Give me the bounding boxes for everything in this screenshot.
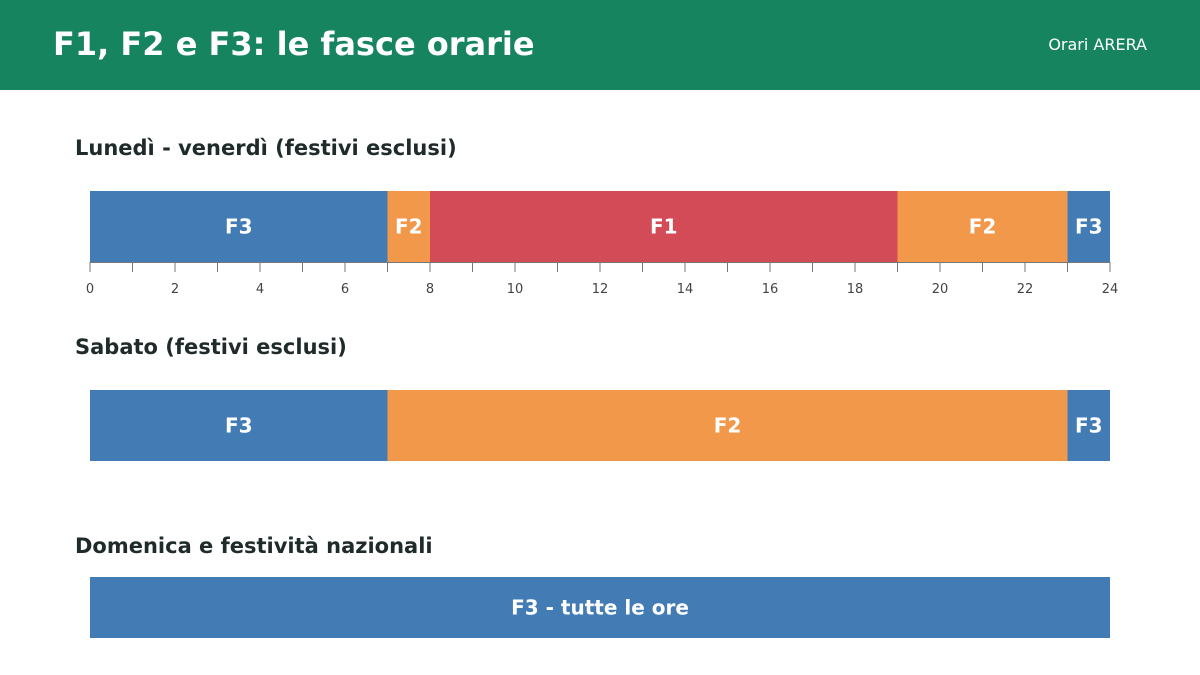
sunday-segment-label: F3 - tutte le ore xyxy=(511,596,689,620)
weekday-segment-f3 xyxy=(90,191,388,262)
x-tick-label: 16 xyxy=(762,282,779,297)
saturday-segment-label: F2 xyxy=(714,414,742,438)
weekday-segment-label: F2 xyxy=(395,215,423,239)
weekday-segment-f3 xyxy=(1067,191,1110,262)
x-tick-label: 0 xyxy=(86,282,94,297)
x-tick-label: 14 xyxy=(677,282,694,297)
x-tick-label: 6 xyxy=(341,282,349,297)
saturday-segment-f3 xyxy=(90,390,388,461)
sunday-section-title: Domenica e festività nazionali xyxy=(75,534,433,558)
x-tick-label: 24 xyxy=(1102,282,1119,297)
x-tick-label: 12 xyxy=(592,282,609,297)
weekday-segment-f2 xyxy=(387,191,430,262)
x-tick-label: 8 xyxy=(426,282,434,297)
x-tick-label: 10 xyxy=(507,282,524,297)
saturday-segment-label: F3 xyxy=(1075,414,1103,438)
weekday-segment-label: F3 xyxy=(225,215,253,239)
header-bar: F1, F2 e F3: le fasce orarie Orari ARERA xyxy=(0,0,1200,90)
saturday-section-title: Sabato (festivi esclusi) xyxy=(75,335,347,359)
weekday-segment-label: F2 xyxy=(969,215,997,239)
page-title: F1, F2 e F3: le fasce orarie xyxy=(53,25,535,63)
weekday-segment-label: F3 xyxy=(1075,215,1103,239)
saturday-segment-label: F3 xyxy=(225,414,253,438)
source-label: Orari ARERA xyxy=(1048,35,1147,54)
x-tick-label: 22 xyxy=(1017,282,1034,297)
weekday-segment-label: F1 xyxy=(650,215,678,239)
weekday-section-title: Lunedì - venerdì (festivi esclusi) xyxy=(75,136,457,160)
weekday-segment-f2 xyxy=(897,191,1068,262)
saturday-segment-f3 xyxy=(1067,390,1110,461)
x-tick-label: 4 xyxy=(256,282,264,297)
x-tick-label: 18 xyxy=(847,282,864,297)
x-tick-label: 2 xyxy=(171,282,179,297)
weekday-segment-f1 xyxy=(430,191,898,262)
sunday-segment-f3 xyxy=(90,577,1110,638)
saturday-segment-f2 xyxy=(387,390,1068,461)
x-tick-label: 20 xyxy=(932,282,949,297)
